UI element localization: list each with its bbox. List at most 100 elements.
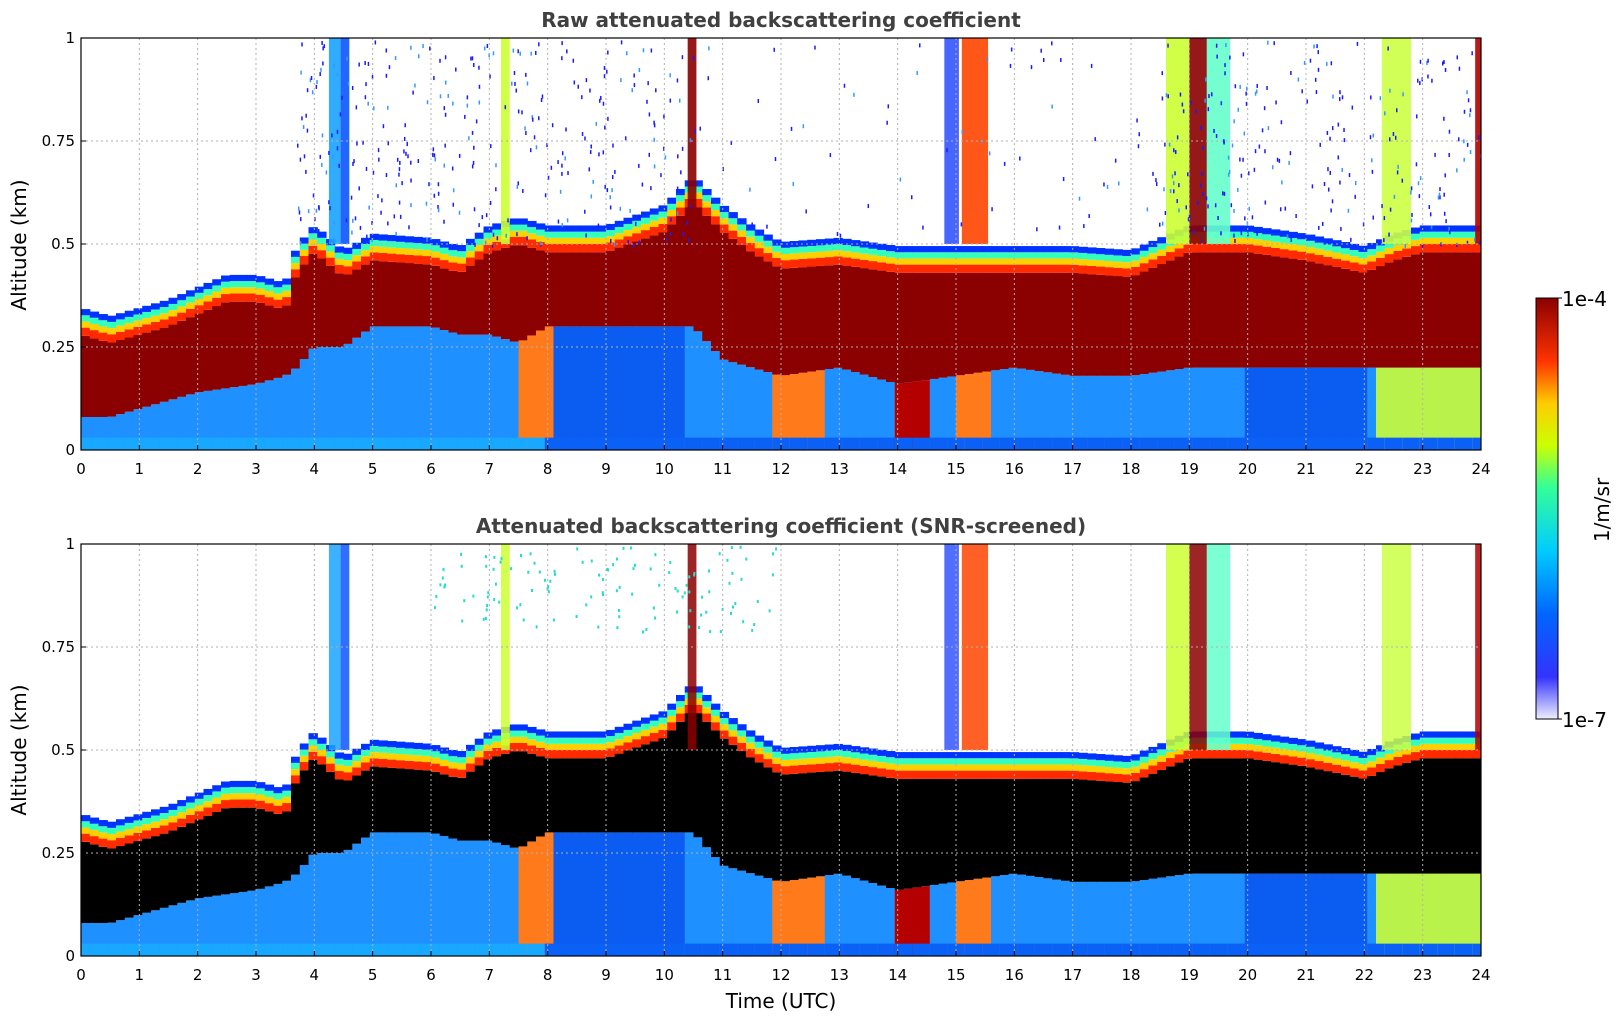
heatmap-cell: [1384, 247, 1395, 255]
heatmap-cell: [1008, 873, 1018, 956]
heatmap-cell: [1183, 252, 1193, 368]
heatmap-cell: [536, 735, 546, 742]
heatmap-cell: [693, 192, 703, 199]
heatmap-noise: [472, 160, 475, 165]
heatmap-noise: [426, 237, 428, 242]
heatmap-cell: [212, 791, 222, 798]
heatmap-noise: [1387, 46, 1389, 51]
heatmap-noise: [1234, 84, 1237, 89]
heatmap-cell: [1043, 437, 1053, 450]
heatmap-noise: [1202, 146, 1204, 151]
x-tick-label: 10: [655, 460, 674, 478]
heatmap-cell: [1358, 757, 1368, 765]
heatmap-cell: [133, 841, 143, 916]
heatmap-cell: [1078, 765, 1088, 772]
heatmap-cell: [754, 762, 765, 876]
heatmap-cell: [1113, 375, 1123, 450]
heatmap-cell: [921, 778, 931, 887]
heatmap-noise: [441, 576, 444, 580]
heatmap-cell: [1437, 252, 1447, 368]
heatmap-cell: [737, 736, 747, 743]
heatmap-noise: [321, 133, 324, 138]
heatmap-noise: [1030, 65, 1033, 70]
heatmap-cell: [151, 437, 161, 450]
heatmap-cell: [1454, 252, 1465, 368]
heatmap-cell: [658, 437, 668, 450]
heatmap-noise: [1306, 99, 1309, 104]
heatmap-noise: [718, 552, 721, 556]
heatmap-cell: [1271, 735, 1281, 742]
heatmap-cell: [842, 771, 852, 876]
heatmap-cell: [1218, 244, 1228, 253]
heatmap-cell: [107, 342, 117, 417]
heatmap-cell: [614, 726, 625, 734]
heatmap-cell: [947, 943, 957, 956]
heatmap-cell: [457, 437, 467, 450]
heatmap-noise: [1463, 139, 1465, 144]
heatmap-cell: [1026, 943, 1036, 956]
heatmap-noise: [1213, 128, 1215, 133]
heatmap-cell: [816, 257, 826, 266]
heatmap-cell: [711, 197, 721, 204]
heatmap-cell: [921, 380, 931, 450]
heatmap-noise: [601, 577, 604, 581]
heatmap-cell: [1402, 943, 1412, 956]
heatmap-cell: [509, 847, 520, 956]
heatmap-cell: [466, 744, 476, 752]
heatmap-cell: [553, 832, 563, 956]
heatmap-noise: [1443, 59, 1445, 64]
heatmap-cell: [1367, 249, 1377, 256]
heatmap-cell: [649, 943, 660, 956]
heatmap-cell: [912, 778, 922, 888]
heatmap-cell: [413, 263, 423, 327]
heatmap-cell: [746, 736, 756, 743]
heatmap-cell: [1314, 263, 1325, 368]
heatmap-cell: [308, 239, 318, 246]
heatmap-cell: [221, 275, 231, 282]
heatmap-noise: [328, 150, 330, 155]
heatmap-cell: [938, 264, 948, 273]
heatmap-cell: [404, 236, 415, 243]
heatmap-noise: [1319, 142, 1321, 147]
y-tick-label: 0.75: [42, 638, 75, 656]
heatmap-noise: [377, 148, 380, 153]
heatmap-cell: [553, 737, 563, 744]
heatmap-cell: [1446, 873, 1456, 956]
heatmap-cell: [1384, 367, 1395, 450]
heatmap-cell: [842, 238, 852, 246]
heatmap-cell: [194, 898, 205, 956]
heatmap-noise: [1314, 77, 1317, 82]
heatmap-cell: [711, 216, 721, 225]
heatmap-cell: [632, 747, 642, 833]
heatmap-cell: [982, 943, 992, 956]
heatmap-cell: [396, 241, 406, 249]
heatmap-noise: [606, 69, 608, 74]
heatmap-noise: [547, 585, 550, 589]
heatmap-cell: [614, 326, 625, 450]
heatmap-cell: [781, 881, 791, 956]
heatmap-noise: [472, 63, 475, 68]
heatmap-cell: [606, 230, 616, 237]
heatmap-cell: [1428, 367, 1438, 450]
heatmap-cell: [238, 891, 248, 956]
heatmap-cell: [387, 741, 397, 748]
heatmap-cell: [877, 243, 887, 250]
heatmap-cell: [492, 842, 502, 956]
heatmap-cell: [1026, 778, 1036, 876]
heatmap-cell: [1087, 759, 1097, 766]
heatmap-noise: [1286, 234, 1289, 239]
heatmap-cell: [1183, 244, 1193, 253]
heatmap-cell: [807, 252, 817, 259]
heatmap-cell: [1358, 764, 1368, 771]
heatmap-cell: [212, 812, 222, 896]
heatmap-noise: [590, 194, 593, 199]
heatmap-cell: [1096, 254, 1106, 261]
heatmap-noise: [1203, 226, 1206, 231]
heatmap-cell: [649, 437, 660, 450]
heatmap-noise: [535, 145, 538, 150]
heatmap-noise: [597, 223, 600, 228]
heatmap-cell: [737, 724, 747, 731]
heatmap-cell: [1279, 873, 1290, 956]
heatmap-noise: [522, 618, 525, 622]
heatmap-noise: [1224, 63, 1226, 68]
